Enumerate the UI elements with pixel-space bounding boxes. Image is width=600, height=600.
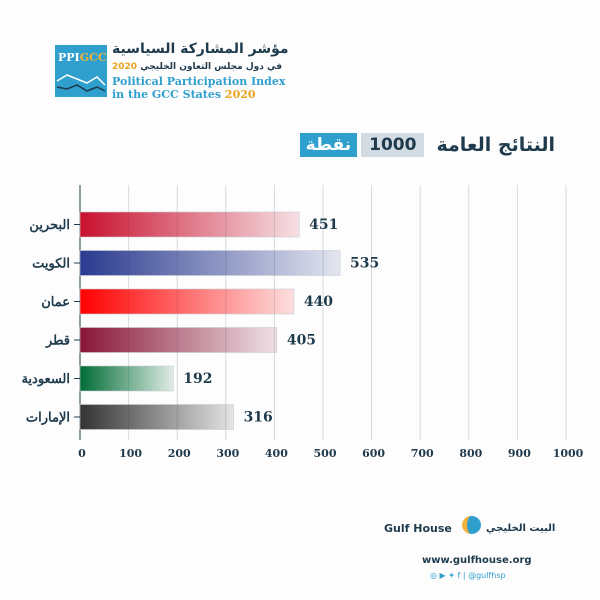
social-handle[interactable]: ◎ ▶ ✦ f | @gulfhsp (430, 571, 506, 580)
ppi-logo (55, 45, 107, 97)
data-label: 535 (350, 256, 379, 272)
website-link[interactable]: www.gulfhouse.org (422, 555, 532, 566)
x-tick-label: 400 (265, 447, 288, 460)
bar (79, 404, 234, 430)
category-label: السعودية (21, 372, 70, 387)
x-tick-label: 1000 (553, 447, 584, 460)
logo-text: PPIGCC (58, 51, 107, 64)
x-tick-label: 100 (119, 447, 142, 460)
x-tick-label: 300 (216, 447, 239, 460)
x-tick-label: 600 (362, 447, 385, 460)
x-tick-label: 200 (168, 447, 191, 460)
title-arabic: مؤشر المشاركة السياسية (112, 41, 289, 57)
bar (79, 250, 341, 276)
data-label: 192 (183, 371, 212, 387)
brand-name-ar: البيت الخليجي (486, 523, 556, 534)
bar (79, 327, 278, 353)
data-label: 451 (309, 217, 338, 233)
logo-ppi: PPI (58, 51, 80, 64)
category-label: عمان (41, 295, 70, 310)
boat-logo-icon (462, 516, 481, 534)
logo-gcc: GCC (79, 51, 107, 64)
results-heading: نقطة 1000 النتائج العامة (299, 130, 555, 160)
x-tick-label: 900 (508, 447, 531, 460)
year-en: 2020 (224, 88, 256, 101)
subtitle-en-text: in the GCC States (112, 88, 222, 101)
x-tick-label: 700 (411, 447, 434, 460)
heading-max: 1000 (361, 133, 425, 157)
subtitle-english: in the GCC States 2020 (112, 88, 256, 101)
category-label: قطر (45, 334, 70, 349)
bar (79, 288, 295, 315)
subtitle-arabic: في دول مجلس التعاون الخليجي 2020 (112, 61, 282, 73)
bar (79, 365, 174, 392)
data-label: 440 (304, 294, 333, 310)
year-ar: 2020 (112, 62, 138, 72)
data-label: 316 (244, 410, 273, 426)
subtitle-ar-text: في دول مجلس التعاون الخليجي (140, 62, 282, 72)
x-tick-label: 800 (459, 447, 482, 460)
x-tick-label: 500 (314, 447, 337, 460)
title-english: Political Participation Index (112, 75, 286, 88)
heading-text: النتائج العامة (436, 134, 555, 156)
category-label: الكويت (32, 257, 70, 272)
brand-name: Gulf House (384, 522, 452, 535)
category-label: الإمارات (26, 411, 70, 426)
social-text: @gulfhsp (468, 571, 506, 580)
data-label: 405 (287, 333, 316, 349)
bar (79, 211, 300, 238)
line-chart-icon (56, 74, 106, 92)
category-label: البحرين (29, 218, 70, 233)
heading-unit: نقطة (299, 133, 358, 157)
x-tick-label: 0 (78, 447, 86, 460)
